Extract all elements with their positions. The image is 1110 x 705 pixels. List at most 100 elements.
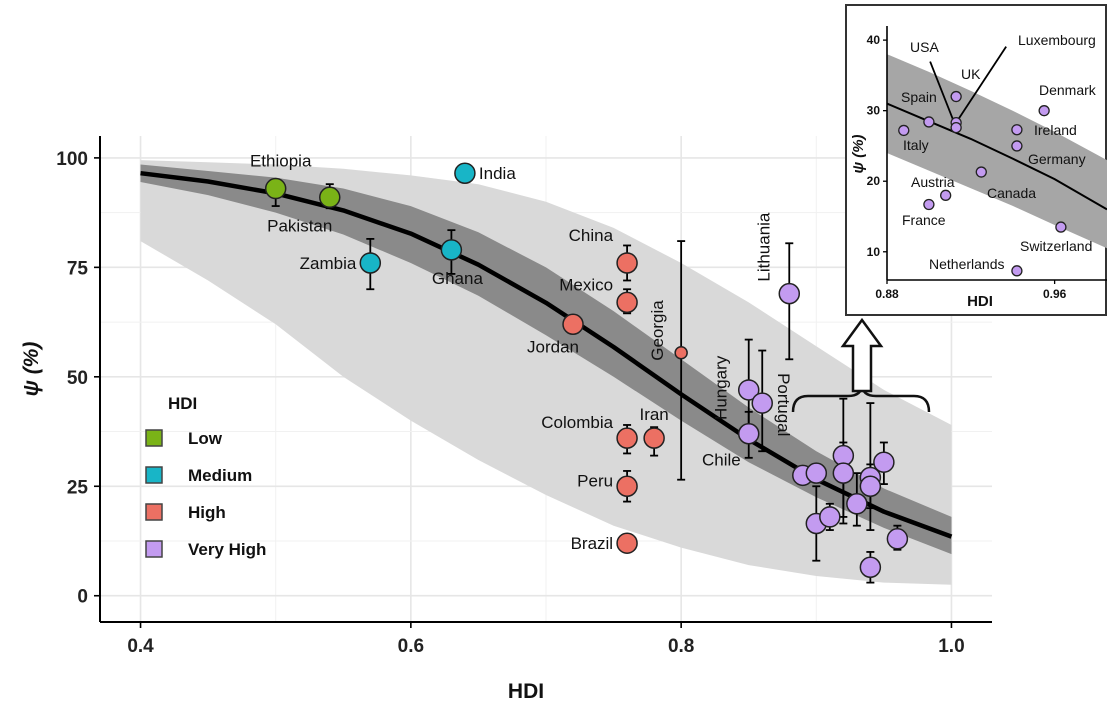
arrow-up-icon <box>840 317 884 393</box>
data-point <box>616 427 638 449</box>
inset-point-label: Switzerland <box>1020 238 1092 254</box>
y-tick-label: 75 <box>67 258 89 279</box>
inset-data-point <box>1055 221 1067 233</box>
inset-chart: Luxembourg USA UK Denmark Spain Ireland Italy G… <box>845 4 1107 316</box>
data-point <box>859 475 882 498</box>
point-label: Ethiopia <box>250 152 312 171</box>
inset-data-point <box>940 189 952 201</box>
y-tick-label: 0 <box>77 587 88 608</box>
inset-point-label: Austria <box>911 174 955 190</box>
x-tick-label: 0.4 <box>127 636 154 657</box>
point-label: Jordan <box>527 337 579 356</box>
inset-point-label: Ireland <box>1034 122 1077 138</box>
legend-label: Medium <box>188 466 252 485</box>
data-point <box>886 528 909 550</box>
inset-data-point <box>975 166 987 178</box>
inset-point-label: Germany <box>1028 151 1086 167</box>
inset-point-label: Spain <box>901 89 937 105</box>
inset-point-label: Denmark <box>1039 82 1097 98</box>
inset-point-label: USA <box>910 39 939 55</box>
point-label: Chile <box>702 451 741 470</box>
point-label: China <box>569 226 614 245</box>
point-label: Portugal <box>774 373 793 436</box>
y-tick-label: 100 <box>56 149 88 170</box>
inset-point-label: Italy <box>903 137 929 153</box>
point-label: India <box>479 164 516 183</box>
inset-data-point <box>923 116 935 128</box>
data-point <box>805 462 828 484</box>
data-point <box>454 162 476 184</box>
legend-swatch <box>145 540 163 558</box>
data-point <box>264 177 287 200</box>
x-axis-title: HDI <box>508 680 544 703</box>
legend-label: Very High <box>188 540 266 559</box>
inset-point-label: Canada <box>987 185 1036 201</box>
inset-data-point <box>1038 105 1050 117</box>
legend-label: Low <box>188 429 223 448</box>
data-point <box>440 239 463 261</box>
data-point <box>319 186 341 209</box>
data-point <box>873 451 895 473</box>
point-label: Lithuania <box>754 212 773 282</box>
inset-data-point <box>1011 265 1023 277</box>
inset-data-point <box>950 90 962 103</box>
inset-x-tick-label: 0.88 <box>875 287 899 301</box>
data-point <box>562 313 584 336</box>
legend-title: HDI <box>168 394 197 413</box>
y-tick-label: 50 <box>67 368 88 389</box>
point-label: Zambia <box>300 254 357 273</box>
inset-data-point <box>923 198 935 211</box>
data-point <box>737 422 760 445</box>
y-axis-title: ψ (%) <box>20 342 43 397</box>
inset-y-tick-label: 20 <box>867 174 881 188</box>
data-point <box>674 345 688 360</box>
inset-point-label: UK <box>961 66 981 82</box>
point-label: Hungary <box>712 355 731 420</box>
point-label: Pakistan <box>267 216 332 235</box>
prediction-band-outer <box>140 160 952 585</box>
inset-y-tick-label: 40 <box>867 33 881 47</box>
inset-data-point <box>1011 140 1023 152</box>
inset-fit-curve <box>886 102 1107 211</box>
x-tick-label: 0.6 <box>398 636 424 657</box>
data-point <box>751 392 773 414</box>
legend-swatch <box>145 466 163 484</box>
inset-y-axis-title: ψ (%) <box>850 134 867 173</box>
data-point <box>616 532 638 554</box>
legend-swatch <box>145 503 163 521</box>
point-label: Colombia <box>541 413 613 432</box>
x-tick-label: 1.0 <box>938 636 964 657</box>
inset-data-point <box>898 124 910 137</box>
inset-data-point <box>950 121 962 134</box>
data-point <box>616 475 638 498</box>
data-point <box>846 493 868 515</box>
x-tick-label: 0.8 <box>668 636 694 657</box>
inset-point-label: Netherlands <box>929 256 1005 272</box>
cluster-bracket <box>791 317 931 413</box>
point-label: Mexico <box>559 275 613 294</box>
data-point <box>859 556 882 579</box>
inset-y-tick-label: 10 <box>867 245 881 259</box>
legend-swatch <box>145 429 163 447</box>
point-label: Ghana <box>432 269 484 288</box>
point-label: Peru <box>577 471 613 490</box>
leader-line-usa <box>929 61 957 128</box>
y-tick-label: 25 <box>67 477 89 498</box>
inset-x-tick-label: 0.96 <box>1043 287 1067 301</box>
data-point <box>832 462 855 484</box>
data-point <box>616 291 638 314</box>
data-point <box>737 379 760 401</box>
data-point <box>616 252 638 274</box>
point-label: Iran <box>639 405 668 424</box>
inset-point-label: France <box>902 212 946 228</box>
inset-data-point <box>1011 124 1023 136</box>
inset-y-tick-label: 30 <box>867 104 881 118</box>
data-point <box>778 282 801 305</box>
point-label: Brazil <box>571 534 614 553</box>
point-label: Georgia <box>648 300 667 361</box>
leader-line-luxembourg <box>955 46 1007 124</box>
legend-label: High <box>188 503 226 522</box>
data-point <box>359 252 382 274</box>
data-point <box>819 506 841 528</box>
